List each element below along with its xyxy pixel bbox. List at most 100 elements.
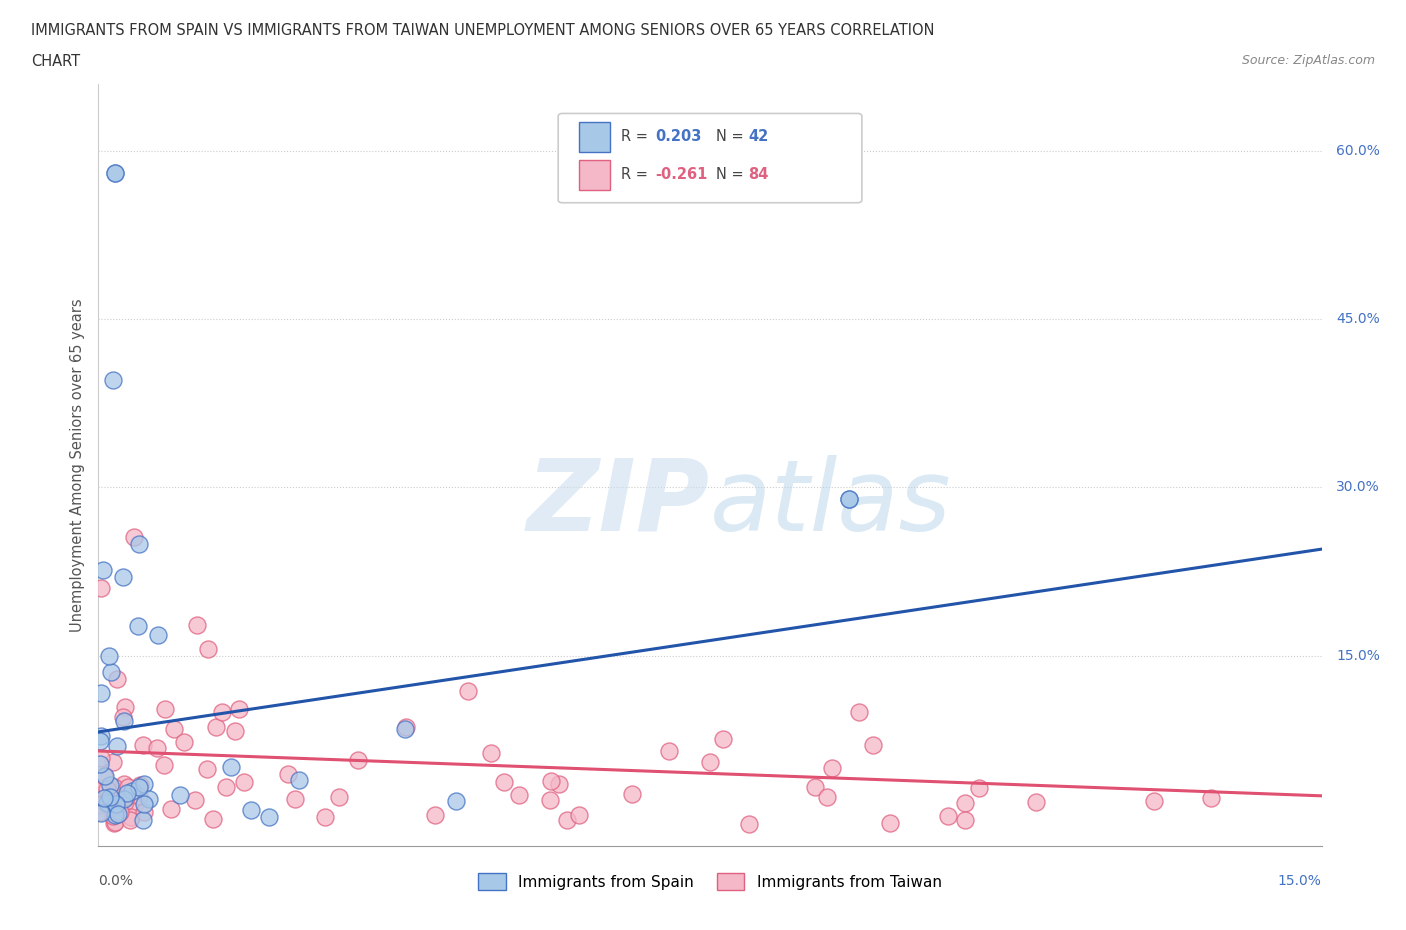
Point	[129, 777, 152, 792]
Point	[314, 810, 336, 825]
Point	[444, 794, 467, 809]
Point	[120, 813, 142, 828]
Point	[112, 777, 135, 791]
Point	[132, 796, 155, 811]
Text: 0.203: 0.203	[655, 129, 702, 144]
Point	[114, 790, 136, 804]
Point	[107, 806, 129, 821]
Point	[568, 808, 591, 823]
Text: 84: 84	[748, 167, 768, 182]
Point	[862, 737, 884, 752]
Point	[738, 817, 761, 831]
Point	[240, 803, 263, 817]
Point	[112, 791, 135, 806]
Point	[394, 722, 416, 737]
Point	[879, 816, 901, 830]
Point	[91, 563, 114, 578]
Point	[848, 705, 870, 720]
Point	[186, 618, 208, 632]
Text: 15.0%: 15.0%	[1278, 874, 1322, 888]
Point	[100, 665, 122, 680]
Point	[103, 816, 125, 830]
Point	[98, 790, 121, 804]
Point	[953, 813, 976, 828]
Point	[114, 794, 136, 809]
Point	[457, 684, 479, 698]
Point	[111, 710, 134, 724]
Point	[184, 793, 207, 808]
Point	[101, 809, 124, 824]
Point	[508, 788, 530, 803]
Point	[117, 779, 139, 794]
Text: 30.0%: 30.0%	[1336, 481, 1381, 495]
Point	[87, 797, 110, 812]
Point	[1142, 794, 1164, 809]
Point	[108, 804, 131, 819]
Point	[169, 787, 191, 802]
Text: N =: N =	[716, 129, 744, 144]
Point	[423, 807, 446, 822]
Point	[132, 737, 155, 752]
Point	[134, 777, 156, 791]
Point	[557, 813, 579, 828]
Point	[838, 491, 860, 506]
Point	[205, 720, 228, 735]
Point	[98, 798, 121, 813]
Point	[967, 781, 990, 796]
Text: IMMIGRANTS FROM SPAIN VS IMMIGRANTS FROM TAIWAN UNEMPLOYMENT AMONG SENIORS OVER : IMMIGRANTS FROM SPAIN VS IMMIGRANTS FROM…	[31, 23, 935, 38]
Point	[121, 784, 143, 799]
Text: -0.261: -0.261	[655, 167, 707, 182]
Point	[202, 812, 225, 827]
Point	[1199, 790, 1222, 805]
Point	[122, 530, 145, 545]
Point	[89, 757, 111, 772]
Legend: Immigrants from Spain, Immigrants from Taiwan: Immigrants from Spain, Immigrants from T…	[472, 867, 948, 896]
Text: R =: R =	[621, 167, 648, 182]
Point	[481, 745, 503, 760]
Point	[104, 166, 127, 180]
Text: 60.0%: 60.0%	[1336, 144, 1381, 158]
Point	[127, 618, 149, 633]
Text: Source: ZipAtlas.com: Source: ZipAtlas.com	[1241, 54, 1375, 67]
Point	[103, 373, 125, 388]
Point	[93, 769, 115, 784]
Point	[98, 778, 121, 793]
Point	[89, 733, 111, 748]
Point	[89, 798, 111, 813]
Point	[128, 536, 150, 551]
Point	[103, 779, 125, 794]
Text: N =: N =	[716, 167, 744, 182]
Point	[93, 790, 115, 805]
Point	[163, 722, 186, 737]
Text: 42: 42	[748, 129, 768, 144]
Point	[219, 760, 242, 775]
Point	[90, 728, 112, 743]
Point	[195, 762, 218, 777]
Point	[152, 757, 174, 772]
Point	[111, 570, 134, 585]
Point	[173, 735, 195, 750]
Point	[96, 782, 118, 797]
Text: ZIP: ZIP	[527, 455, 710, 551]
Point	[98, 649, 121, 664]
Point	[90, 780, 112, 795]
Point	[138, 791, 160, 806]
Point	[105, 672, 128, 687]
Point	[347, 752, 370, 767]
Text: R =: R =	[621, 129, 648, 144]
Point	[955, 795, 977, 810]
Point	[257, 810, 280, 825]
Point	[838, 491, 860, 506]
Point	[155, 701, 177, 716]
Point	[658, 744, 681, 759]
Point	[711, 732, 734, 747]
Point	[277, 766, 299, 781]
Point	[936, 809, 959, 824]
Text: 0.0%: 0.0%	[98, 874, 134, 888]
Point	[492, 775, 515, 790]
Point	[215, 779, 238, 794]
Point	[90, 581, 112, 596]
Point	[120, 809, 142, 824]
Point	[90, 806, 112, 821]
Point	[114, 699, 136, 714]
